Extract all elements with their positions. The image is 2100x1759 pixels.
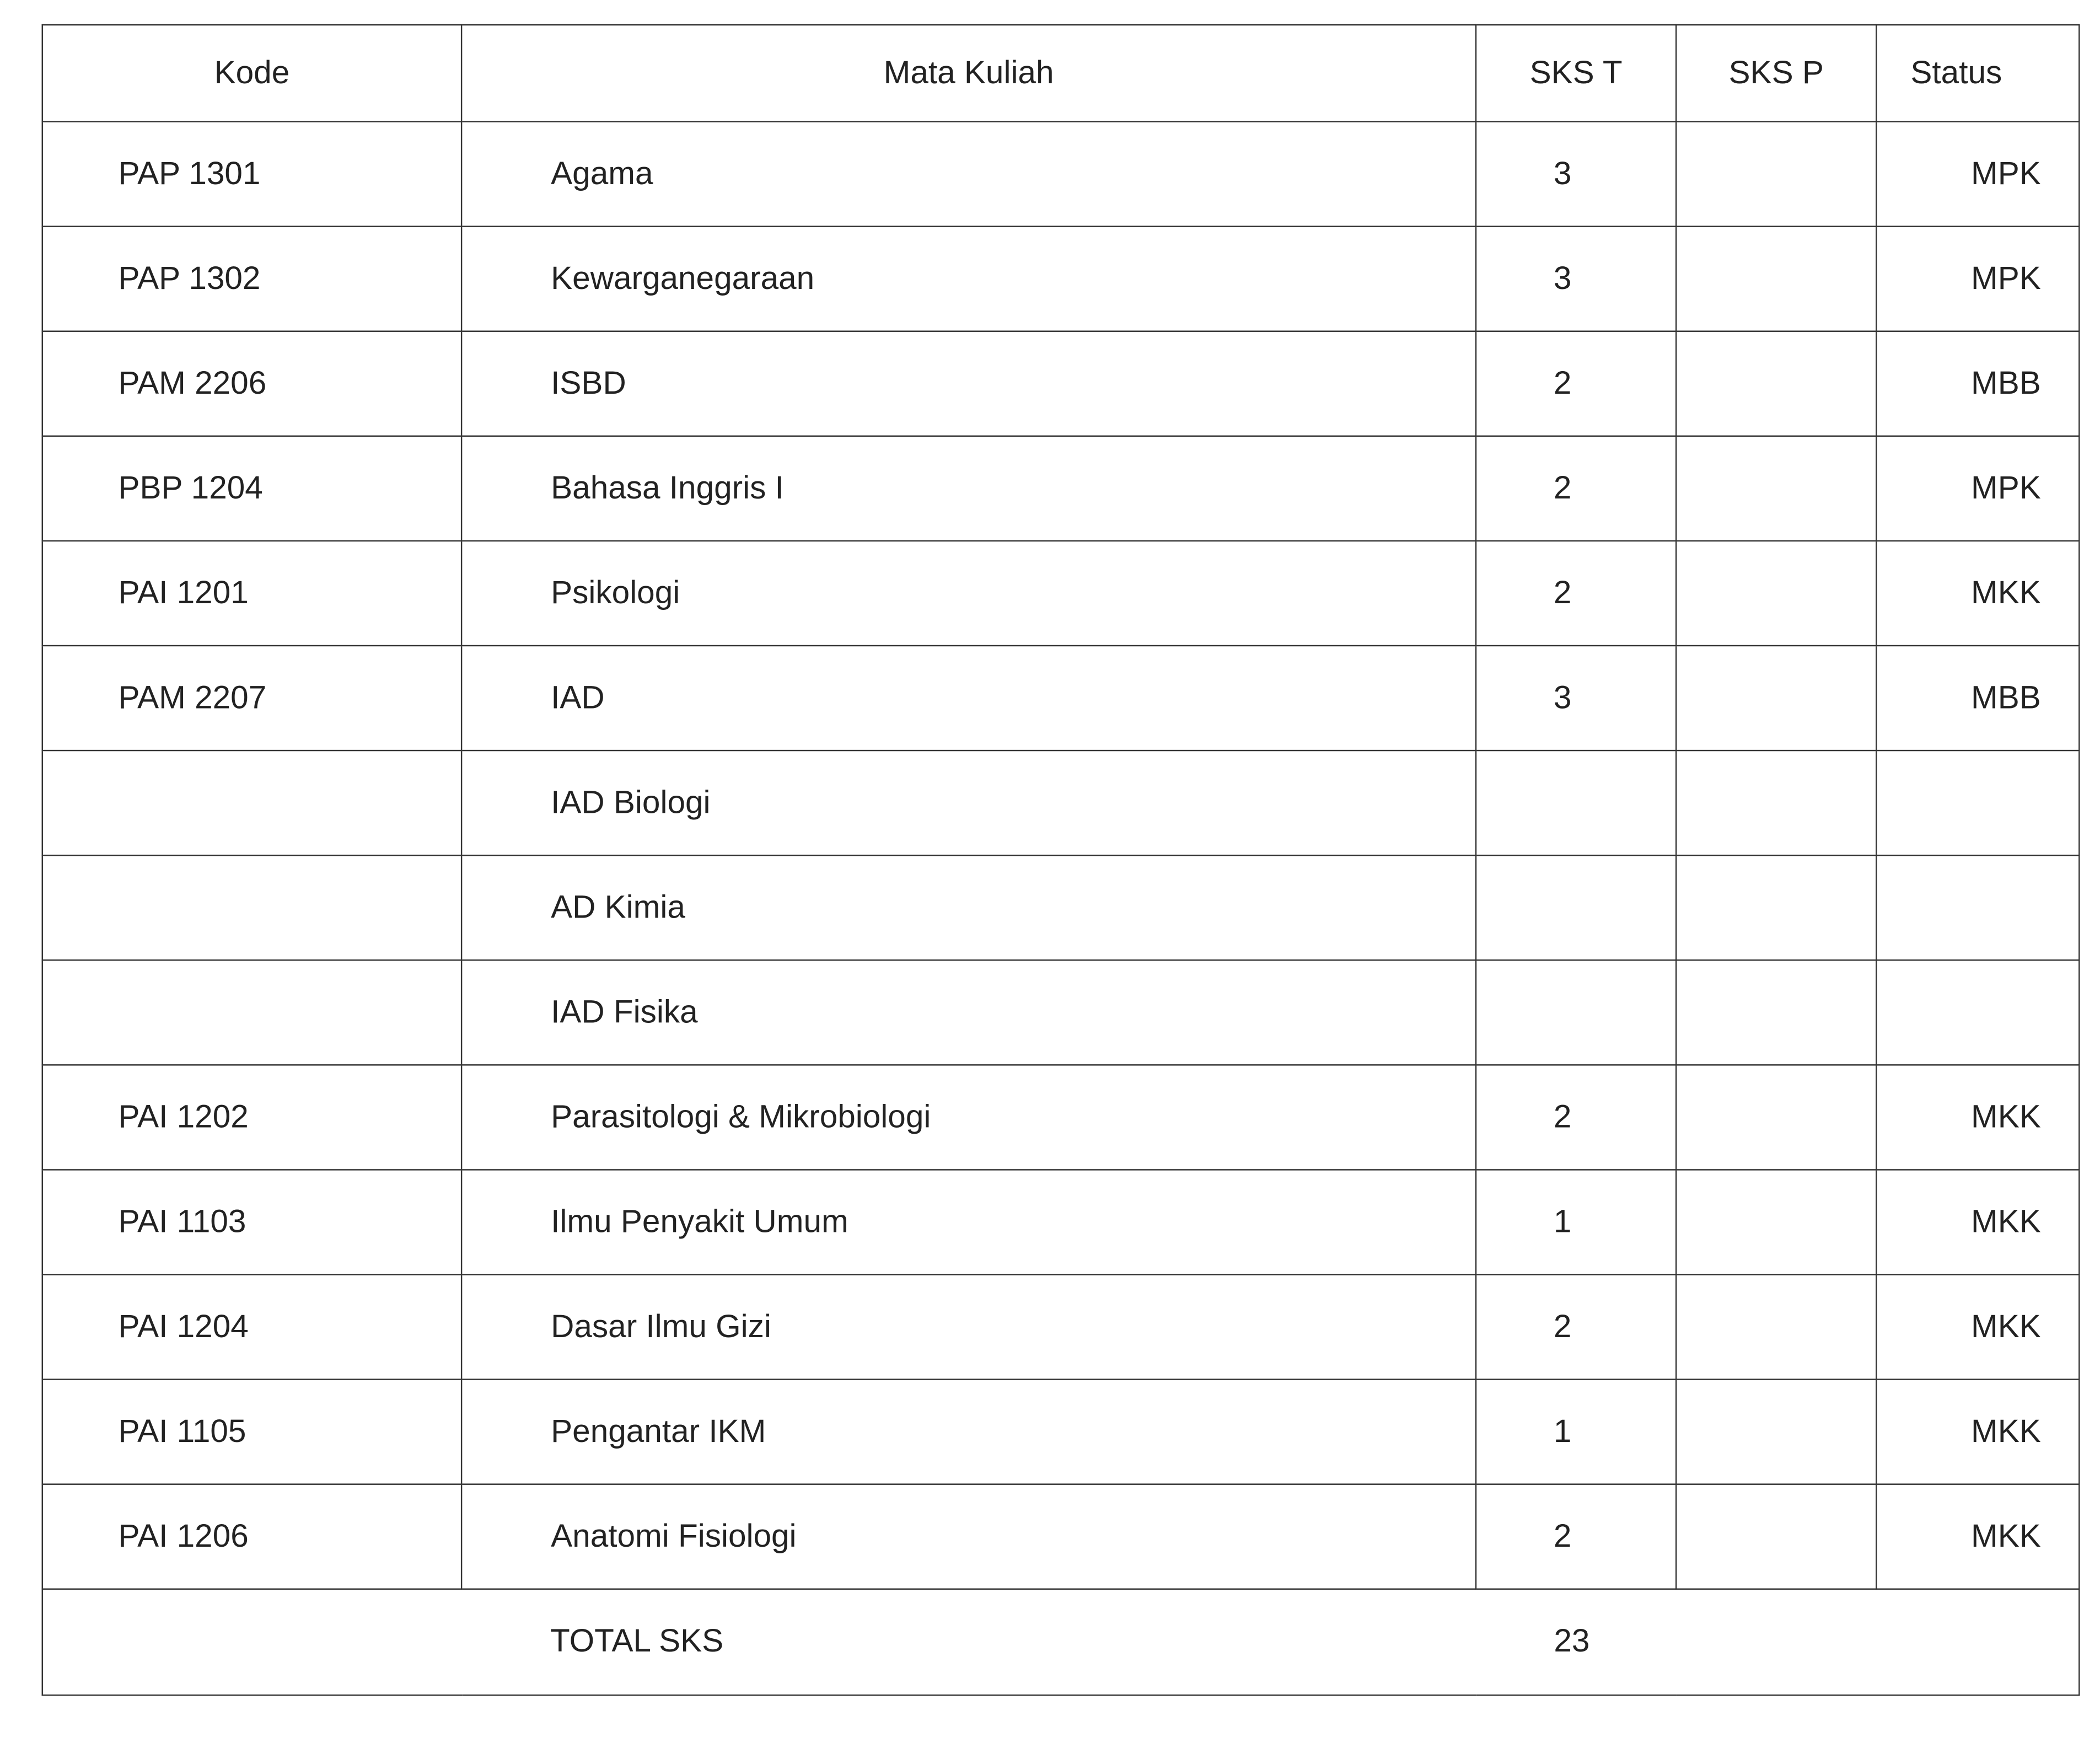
cell-sks-t [1475,854,1677,961]
header-status: Status [1876,24,2080,122]
cell-sks-t: 3 [1475,645,1677,752]
table-row: AD Kimia [41,854,2080,961]
cell-sks-p [1675,435,1877,542]
cell-status: MBB [1876,645,2080,752]
cell-kode: PAI 1105 [41,1379,463,1485]
cell-sks-p [1675,1064,1877,1171]
cell-sks-t: 2 [1475,1274,1677,1380]
table-row: PAI 1201 Psikologi 2 MKK [41,540,2080,647]
table-row: PAP 1301 Agama 3 MPK [41,121,2080,227]
table-row: PAM 2206 ISBD 2 MBB [41,330,2080,437]
cell-status: MKK [1876,1064,2080,1171]
cell-mata-kuliah: Pengantar IKM [460,1379,1477,1485]
header-row: Kode Mata Kuliah SKS T SKS P Status [41,24,2080,122]
cell-mata-kuliah: IAD [460,645,1477,752]
total-row: TOTAL SKS 23 [41,1588,2080,1696]
total-empty [41,1588,462,1696]
cell-kode: PAI 1201 [41,540,463,647]
cell-sks-t: 2 [1475,1483,1677,1590]
cell-sks-p [1675,540,1877,647]
table-row: IAD Biologi [41,749,2080,856]
cell-sks-t: 1 [1475,1169,1677,1275]
cell-status: MKK [1876,1483,2080,1590]
cell-mata-kuliah: ISBD [460,330,1477,437]
cell-status: MKK [1876,1169,2080,1275]
cell-sks-t [1475,749,1677,856]
table-row: IAD Fisika [41,959,2080,1066]
cell-sks-p [1675,1274,1877,1380]
cell-status: MPK [1876,226,2080,332]
cell-sks-t: 1 [1475,1379,1677,1485]
cell-status: MPK [1876,435,2080,542]
cell-kode [41,854,463,961]
table-row: PAI 1204 Dasar Ilmu Gizi 2 MKK [41,1274,2080,1380]
cell-kode: PAM 2207 [41,645,463,752]
header-mata-kuliah: Mata Kuliah [460,24,1477,122]
cell-status: MKK [1876,1274,2080,1380]
header-sks-p: SKS P [1675,24,1877,122]
cell-kode: PAI 1206 [41,1483,463,1590]
cell-mata-kuliah: Parasitologi & Mikrobiologi [460,1064,1477,1171]
cell-mata-kuliah: IAD Biologi [460,749,1477,856]
cell-mata-kuliah: AD Kimia [460,854,1477,961]
cell-sks-t: 2 [1475,1064,1677,1171]
cell-sks-p [1675,959,1877,1066]
cell-status: MBB [1876,330,2080,437]
cell-kode: PAP 1302 [41,226,463,332]
cell-kode [41,749,463,856]
cell-sks-t: 2 [1475,435,1677,542]
cell-status: MKK [1876,540,2080,647]
cell-sks-p [1675,854,1877,961]
table-row: PBP 1204 Bahasa Inggris I 2 MPK [41,435,2080,542]
cell-status [1876,749,2080,856]
cell-mata-kuliah: Agama [460,121,1477,227]
cell-kode: PBP 1204 [41,435,463,542]
table-row: PAI 1105 Pengantar IKM 1 MKK [41,1379,2080,1485]
cell-sks-p [1675,1169,1877,1275]
header-kode: Kode [41,24,463,122]
total-value: 23 [1476,1588,2080,1696]
cell-kode [41,959,463,1066]
cell-kode: PAI 1204 [41,1274,463,1380]
cell-mata-kuliah: Dasar Ilmu Gizi [460,1274,1477,1380]
cell-kode: PAM 2206 [41,330,463,437]
table-row: PAP 1302 Kewarganegaraan 3 MPK [41,226,2080,332]
table-row: PAI 1206 Anatomi Fisiologi 2 MKK [41,1483,2080,1590]
table-row: PAM 2207 IAD 3 MBB [41,645,2080,752]
cell-status: MKK [1876,1379,2080,1485]
cell-mata-kuliah: Ilmu Penyakit Umum [460,1169,1477,1275]
table-row: PAI 1103 Ilmu Penyakit Umum 1 MKK [41,1169,2080,1275]
total-label: TOTAL SKS [461,1588,1476,1696]
cell-kode: PAP 1301 [41,121,463,227]
cell-sks-t: 2 [1475,330,1677,437]
cell-sks-p [1675,749,1877,856]
cell-sks-p [1675,1483,1877,1590]
cell-sks-t: 2 [1475,540,1677,647]
cell-sks-p [1675,1379,1877,1485]
cell-sks-p [1675,121,1877,227]
cell-mata-kuliah: Anatomi Fisiologi [460,1483,1477,1590]
cell-mata-kuliah: Psikologi [460,540,1477,647]
course-table: Kode Mata Kuliah SKS T SKS P Status PAP … [41,24,2080,1696]
header-sks-t: SKS T [1475,24,1677,122]
cell-sks-p [1675,226,1877,332]
cell-mata-kuliah: Kewarganegaraan [460,226,1477,332]
cell-mata-kuliah: Bahasa Inggris I [460,435,1477,542]
cell-status: MPK [1876,121,2080,227]
cell-status [1876,854,2080,961]
cell-sks-t [1475,959,1677,1066]
cell-status [1876,959,2080,1066]
cell-kode: PAI 1202 [41,1064,463,1171]
cell-sks-t: 3 [1475,226,1677,332]
table-row: PAI 1202 Parasitologi & Mikrobiologi 2 MKK [41,1064,2080,1171]
cell-sks-p [1675,645,1877,752]
cell-sks-t: 3 [1475,121,1677,227]
cell-mata-kuliah: IAD Fisika [460,959,1477,1066]
cell-kode: PAI 1103 [41,1169,463,1275]
cell-sks-p [1675,330,1877,437]
